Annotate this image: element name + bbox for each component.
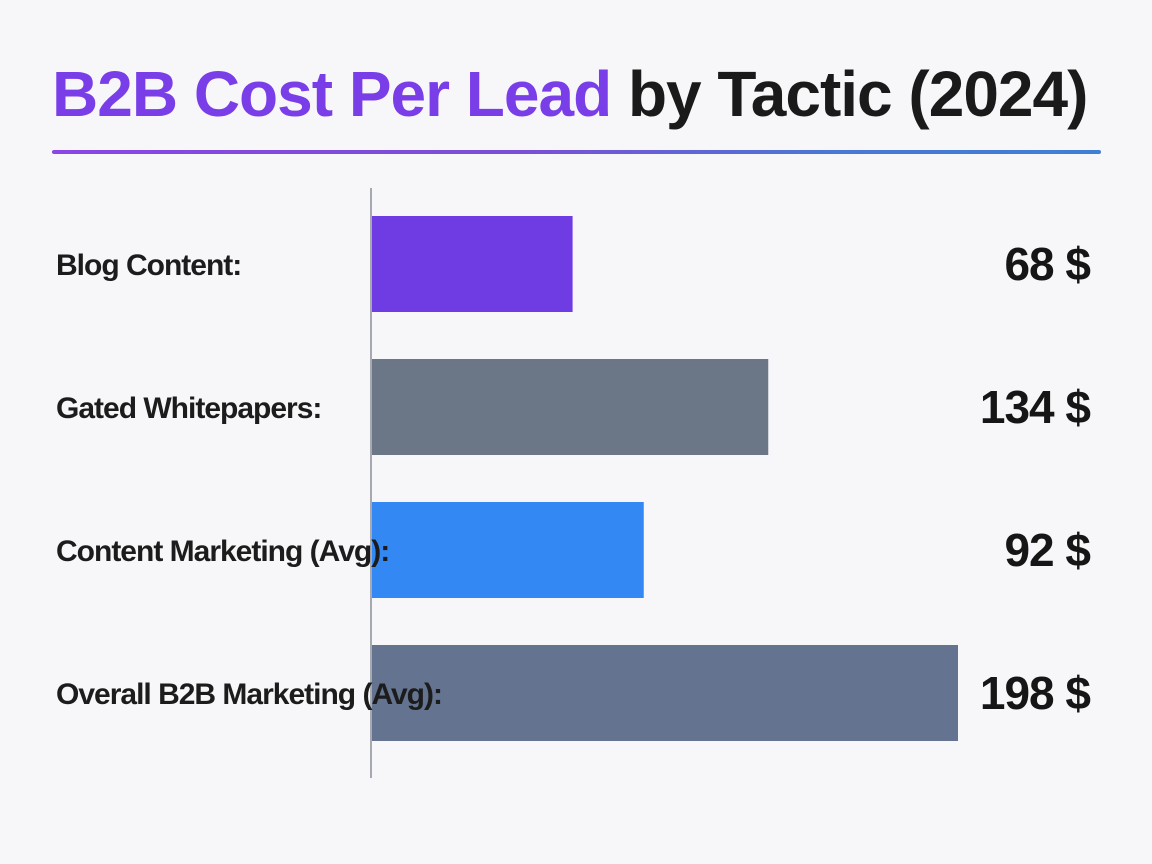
title-underline	[52, 150, 1101, 154]
bars-group	[371, 216, 958, 741]
chart-title: B2B Cost Per Lead by Tactic (2024)	[52, 52, 1088, 136]
category-labels-group: Blog Content: Gated Whitepapers: Content M…	[56, 249, 443, 711]
value-label-2: 134 $	[980, 381, 1091, 433]
value-label-4: 198 $	[980, 667, 1091, 719]
chart-title-accent: B2B Cost Per Lead	[52, 58, 612, 130]
bar-4	[371, 645, 958, 741]
category-label-4: Overall B2B Marketing (Avg):	[56, 678, 442, 711]
bar-1	[371, 216, 573, 312]
category-label-3: Content Marketing (Avg):	[56, 535, 389, 568]
bar-2	[371, 359, 769, 455]
value-labels-group: 68 $ 134 $ 92 $ 198 $	[980, 238, 1092, 719]
bar-3	[371, 502, 644, 598]
value-label-1: 68 $	[1004, 238, 1090, 290]
value-label-3: 92 $	[1004, 524, 1090, 576]
category-label-2: Gated Whitepapers:	[56, 392, 321, 425]
category-label-1: Blog Content:	[56, 249, 241, 282]
chart-title-rest: by Tactic (2024)	[627, 58, 1088, 130]
